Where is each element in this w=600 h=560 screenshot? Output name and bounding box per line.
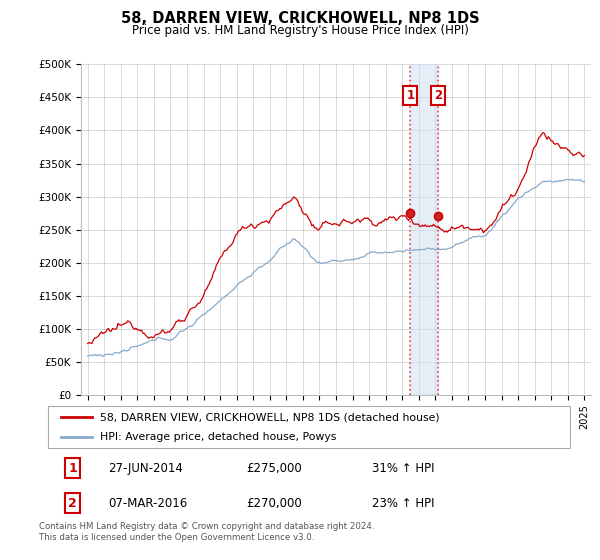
- Text: 31% ↑ HPI: 31% ↑ HPI: [371, 462, 434, 475]
- FancyBboxPatch shape: [48, 406, 570, 448]
- Bar: [410, 64, 439, 395]
- Text: £275,000: £275,000: [247, 462, 302, 475]
- Text: 2: 2: [434, 89, 442, 102]
- Text: 2: 2: [68, 497, 77, 510]
- Text: 27-JUN-2014: 27-JUN-2014: [108, 462, 183, 475]
- Text: 58, DARREN VIEW, CRICKHOWELL, NP8 1DS (detached house): 58, DARREN VIEW, CRICKHOWELL, NP8 1DS (d…: [100, 412, 440, 422]
- Text: Price paid vs. HM Land Registry's House Price Index (HPI): Price paid vs. HM Land Registry's House …: [131, 24, 469, 36]
- Text: 1: 1: [68, 462, 77, 475]
- Text: HPI: Average price, detached house, Powys: HPI: Average price, detached house, Powy…: [100, 432, 337, 442]
- Text: 23% ↑ HPI: 23% ↑ HPI: [371, 497, 434, 510]
- Text: 07-MAR-2016: 07-MAR-2016: [108, 497, 187, 510]
- Text: Contains HM Land Registry data © Crown copyright and database right 2024.: Contains HM Land Registry data © Crown c…: [39, 522, 374, 531]
- Text: £270,000: £270,000: [247, 497, 302, 510]
- Text: 58, DARREN VIEW, CRICKHOWELL, NP8 1DS: 58, DARREN VIEW, CRICKHOWELL, NP8 1DS: [121, 11, 479, 26]
- Text: This data is licensed under the Open Government Licence v3.0.: This data is licensed under the Open Gov…: [39, 533, 314, 542]
- Text: 1: 1: [406, 89, 415, 102]
